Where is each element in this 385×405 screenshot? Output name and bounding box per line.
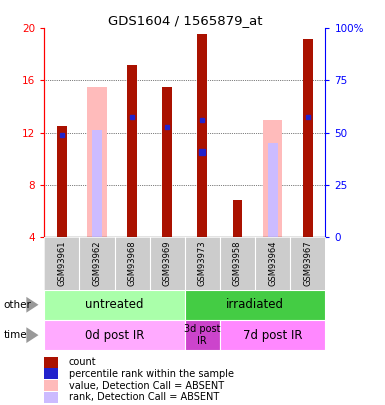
Bar: [45, 357, 59, 368]
Bar: [220, 320, 325, 350]
Text: irradiated: irradiated: [226, 298, 284, 311]
Bar: [87, 87, 107, 237]
Bar: [127, 65, 137, 237]
Text: rank, Detection Call = ABSENT: rank, Detection Call = ABSENT: [69, 392, 219, 402]
Text: count: count: [69, 357, 97, 367]
Text: other: other: [4, 300, 32, 310]
Text: 7d post IR: 7d post IR: [243, 328, 302, 342]
Text: untreated: untreated: [85, 298, 144, 311]
Polygon shape: [26, 327, 38, 343]
Bar: [162, 87, 172, 237]
Bar: [263, 119, 282, 237]
Text: GSM93961: GSM93961: [57, 241, 66, 286]
Text: GDS1604 / 1565879_at: GDS1604 / 1565879_at: [107, 14, 262, 27]
Text: 0d post IR: 0d post IR: [85, 328, 144, 342]
Bar: [44, 290, 185, 320]
Bar: [45, 380, 59, 391]
Text: percentile rank within the sample: percentile rank within the sample: [69, 369, 234, 379]
Bar: [198, 34, 207, 237]
Text: GSM93958: GSM93958: [233, 241, 242, 286]
Bar: [268, 143, 278, 237]
Bar: [45, 392, 59, 403]
Text: GSM93973: GSM93973: [198, 241, 207, 286]
Text: GSM93964: GSM93964: [268, 241, 277, 286]
Polygon shape: [26, 297, 38, 313]
Bar: [57, 126, 67, 237]
Text: GSM93969: GSM93969: [163, 241, 172, 286]
Text: GSM93967: GSM93967: [303, 241, 312, 286]
Text: GSM93962: GSM93962: [92, 241, 102, 286]
Bar: [45, 368, 59, 379]
Bar: [185, 320, 220, 350]
Bar: [44, 320, 185, 350]
Text: value, Detection Call = ABSENT: value, Detection Call = ABSENT: [69, 381, 224, 390]
Bar: [185, 290, 325, 320]
Bar: [233, 200, 243, 237]
Bar: [92, 130, 102, 237]
Text: 3d post
IR: 3d post IR: [184, 324, 221, 346]
Text: time: time: [4, 330, 27, 340]
Text: GSM93968: GSM93968: [127, 241, 137, 286]
Bar: [303, 39, 313, 237]
